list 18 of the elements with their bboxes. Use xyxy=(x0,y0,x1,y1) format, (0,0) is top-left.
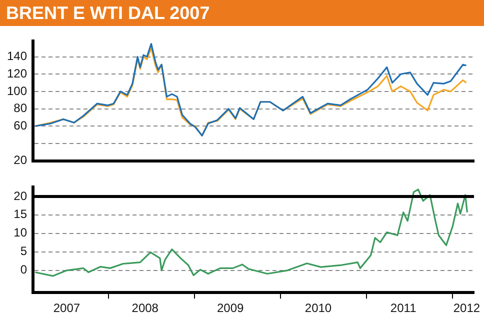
y-tick-label: 15 xyxy=(14,207,28,222)
y-tick-label: 140 xyxy=(6,49,28,64)
x-tick-label: 2009 xyxy=(216,301,244,316)
y-tick-label: 100 xyxy=(6,84,28,98)
x-tick-label: 2012 xyxy=(453,301,480,316)
chart-title: BRENT E WTI DAL 2007 xyxy=(0,0,484,26)
y-tick-label: 20 xyxy=(14,153,28,168)
y-tick-label: 5 xyxy=(20,244,28,258)
x-tick-label: 2011 xyxy=(390,301,417,316)
y-tick-label: 80 xyxy=(14,101,28,116)
y-tick-label: 120 xyxy=(6,66,28,80)
x-tick-label: 2007 xyxy=(53,301,80,316)
y-tick-label: 20 xyxy=(14,188,28,203)
x-tick-label: 2010 xyxy=(304,301,332,316)
y-tick-label: 0 xyxy=(20,262,28,277)
y-tick-label: 10 xyxy=(14,226,28,240)
y-tick-label: 60 xyxy=(14,118,28,132)
x-tick-label: 2008 xyxy=(132,301,159,316)
